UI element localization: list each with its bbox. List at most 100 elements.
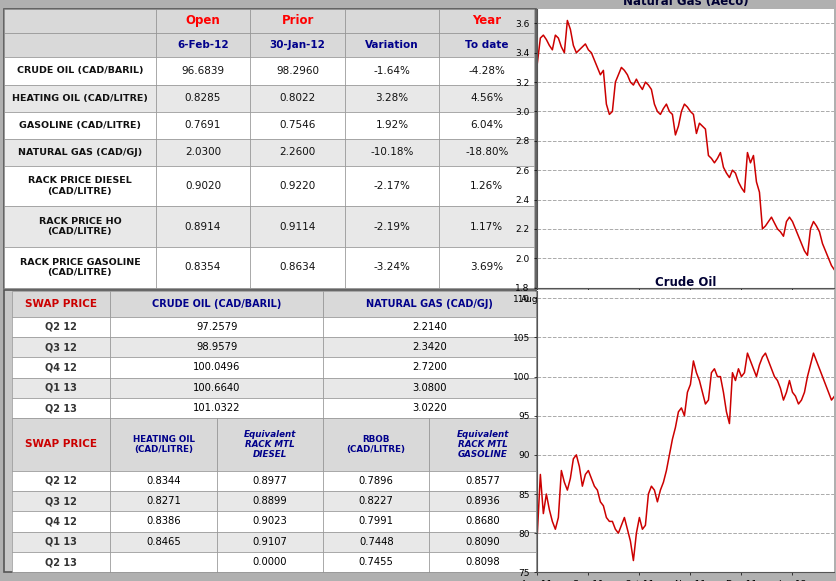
Bar bbox=[429, 491, 535, 511]
Bar bbox=[439, 166, 533, 206]
Text: 0.9023: 0.9023 bbox=[252, 517, 287, 526]
Bar bbox=[429, 552, 535, 572]
Text: 0.8465: 0.8465 bbox=[146, 537, 181, 547]
Bar bbox=[323, 471, 429, 491]
Text: 100.0496: 100.0496 bbox=[193, 363, 240, 372]
Text: 0.9114: 0.9114 bbox=[279, 222, 315, 232]
Text: 0.7991: 0.7991 bbox=[359, 517, 393, 526]
Bar bbox=[323, 552, 429, 572]
Bar bbox=[110, 290, 323, 317]
Bar bbox=[323, 337, 535, 357]
Text: 4.56%: 4.56% bbox=[470, 93, 502, 103]
Bar bbox=[13, 532, 110, 552]
Text: Q4 12: Q4 12 bbox=[45, 517, 77, 526]
Text: Q1 13: Q1 13 bbox=[45, 537, 77, 547]
Text: 96.6839: 96.6839 bbox=[181, 66, 224, 76]
Text: Year: Year bbox=[472, 15, 501, 27]
Bar bbox=[13, 290, 110, 317]
Bar bbox=[344, 139, 439, 166]
Text: NATURAL GAS (CAD/GJ): NATURAL GAS (CAD/GJ) bbox=[365, 299, 492, 309]
Bar bbox=[110, 532, 217, 552]
Text: Q2 12: Q2 12 bbox=[45, 322, 77, 332]
Bar bbox=[13, 471, 110, 491]
Bar bbox=[110, 552, 217, 572]
Title: Crude Oil: Crude Oil bbox=[655, 277, 716, 289]
Bar bbox=[344, 9, 439, 33]
Text: Prior: Prior bbox=[281, 15, 314, 27]
Text: 3.0220: 3.0220 bbox=[411, 403, 446, 413]
Bar bbox=[13, 491, 110, 511]
Bar bbox=[429, 418, 535, 471]
Bar bbox=[110, 357, 323, 378]
Text: 98.9579: 98.9579 bbox=[196, 342, 237, 352]
Text: 2.2600: 2.2600 bbox=[279, 147, 315, 157]
Bar bbox=[344, 58, 439, 84]
Bar bbox=[344, 206, 439, 247]
Bar bbox=[155, 166, 250, 206]
Bar bbox=[250, 166, 344, 206]
Text: Q1 13: Q1 13 bbox=[45, 383, 77, 393]
Text: Q2 13: Q2 13 bbox=[45, 557, 77, 567]
Bar bbox=[13, 511, 110, 532]
Bar bbox=[13, 418, 110, 471]
Text: 0.8386: 0.8386 bbox=[146, 517, 181, 526]
Bar bbox=[439, 9, 533, 33]
Bar bbox=[429, 532, 535, 552]
Text: 0.8936: 0.8936 bbox=[465, 496, 499, 506]
Bar bbox=[344, 84, 439, 112]
Bar bbox=[4, 247, 155, 288]
Text: Open: Open bbox=[186, 15, 220, 27]
Text: 0.0000: 0.0000 bbox=[252, 557, 287, 567]
Text: 97.2579: 97.2579 bbox=[196, 322, 237, 332]
Bar bbox=[4, 139, 155, 166]
Bar bbox=[155, 33, 250, 58]
Text: To date: To date bbox=[465, 40, 508, 51]
Bar bbox=[323, 378, 535, 398]
Bar bbox=[323, 290, 535, 317]
Text: 2.0300: 2.0300 bbox=[185, 147, 221, 157]
Text: 3.0800: 3.0800 bbox=[411, 383, 446, 393]
Text: Q3 12: Q3 12 bbox=[45, 496, 77, 506]
Bar bbox=[110, 378, 323, 398]
Text: 2.2140: 2.2140 bbox=[411, 322, 446, 332]
Text: 1.92%: 1.92% bbox=[375, 120, 408, 130]
Text: HEATING OIL (CAD/LITRE): HEATING OIL (CAD/LITRE) bbox=[12, 94, 148, 103]
Text: Q4 12: Q4 12 bbox=[45, 363, 77, 372]
Bar bbox=[323, 357, 535, 378]
Bar bbox=[110, 398, 323, 418]
Bar bbox=[344, 166, 439, 206]
Text: 0.7691: 0.7691 bbox=[185, 120, 221, 130]
Bar bbox=[110, 491, 217, 511]
Text: -1.64%: -1.64% bbox=[374, 66, 410, 76]
Text: 0.8022: 0.8022 bbox=[279, 93, 315, 103]
Bar bbox=[110, 471, 217, 491]
Text: 98.2960: 98.2960 bbox=[276, 66, 319, 76]
Text: RACK PRICE DIESEL
(CAD/LITRE): RACK PRICE DIESEL (CAD/LITRE) bbox=[28, 177, 131, 196]
Bar bbox=[155, 58, 250, 84]
Bar bbox=[439, 112, 533, 139]
Text: -2.19%: -2.19% bbox=[374, 222, 410, 232]
Bar bbox=[439, 206, 533, 247]
Text: 0.8634: 0.8634 bbox=[279, 262, 315, 272]
Text: RACK PRICE GASOLINE
(CAD/LITRE): RACK PRICE GASOLINE (CAD/LITRE) bbox=[19, 257, 140, 277]
Text: 2.7200: 2.7200 bbox=[411, 363, 446, 372]
Text: 0.8914: 0.8914 bbox=[185, 222, 221, 232]
Bar bbox=[217, 491, 323, 511]
Text: 0.8098: 0.8098 bbox=[465, 557, 499, 567]
Bar bbox=[323, 532, 429, 552]
Text: 0.9020: 0.9020 bbox=[185, 181, 221, 191]
Text: 101.0322: 101.0322 bbox=[193, 403, 240, 413]
Bar bbox=[155, 112, 250, 139]
Text: 3.69%: 3.69% bbox=[470, 262, 502, 272]
Bar bbox=[13, 317, 110, 337]
Text: GASOLINE (CAD/LITRE): GASOLINE (CAD/LITRE) bbox=[19, 121, 140, 130]
Text: 0.7546: 0.7546 bbox=[279, 120, 315, 130]
Bar bbox=[4, 166, 155, 206]
Bar bbox=[344, 247, 439, 288]
Bar bbox=[4, 33, 155, 58]
Bar bbox=[439, 33, 533, 58]
Text: HEATING OIL
(CAD/LITRE): HEATING OIL (CAD/LITRE) bbox=[132, 435, 195, 454]
Bar bbox=[344, 33, 439, 58]
Text: RBOB
(CAD/LITRE): RBOB (CAD/LITRE) bbox=[346, 435, 405, 454]
Text: -2.17%: -2.17% bbox=[374, 181, 410, 191]
